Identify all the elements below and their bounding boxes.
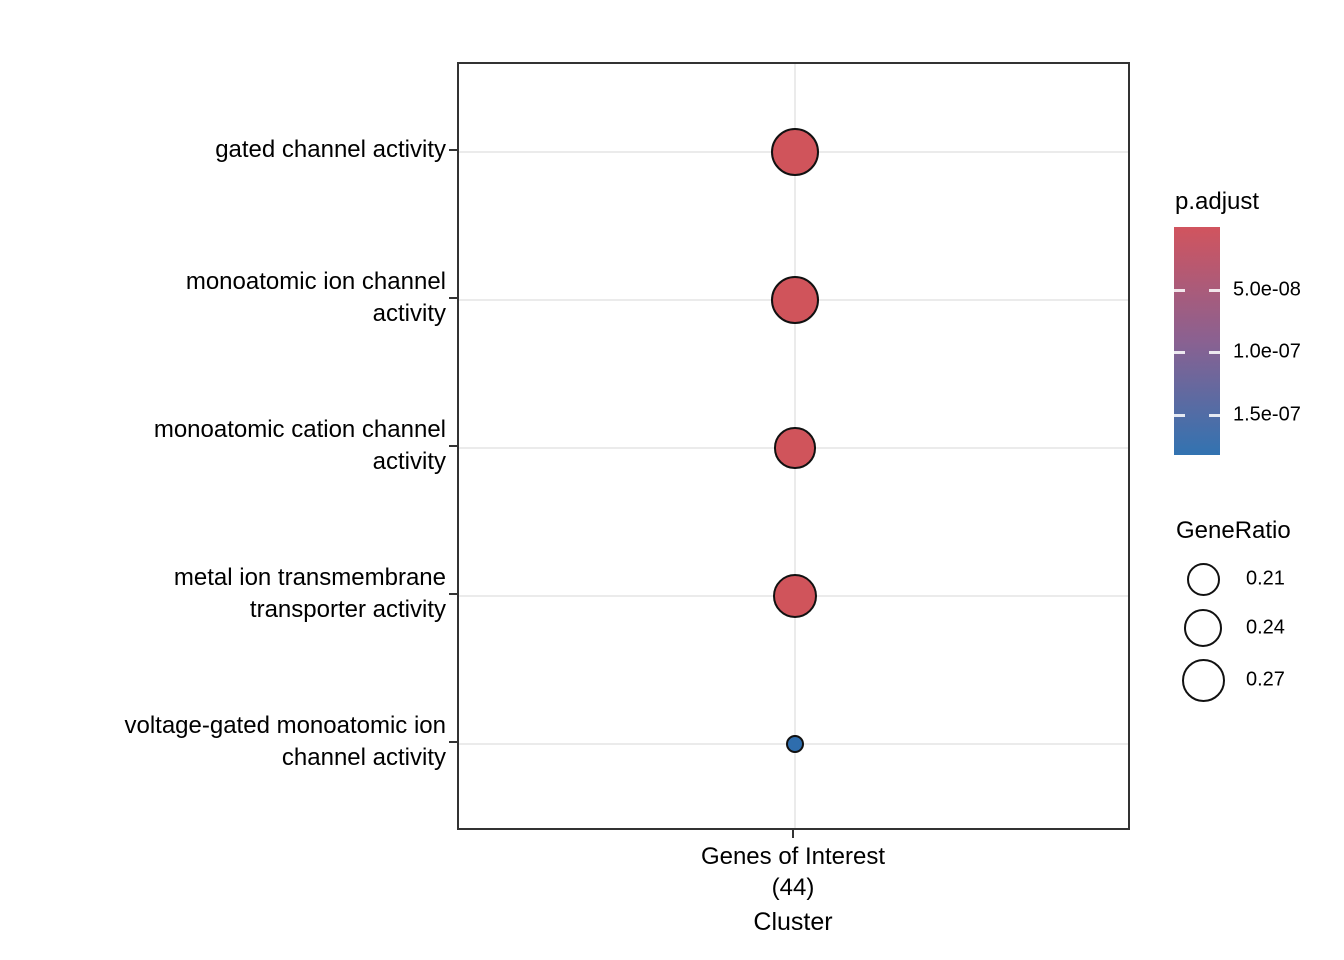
- gene-ratio-legend-circle: [1184, 609, 1222, 647]
- gene-ratio-legend-circle: [1181, 658, 1225, 702]
- colorbar-tick-label: 1.0e-07: [1233, 340, 1301, 363]
- y-axis-tick: [449, 593, 457, 595]
- colorbar-tick-mark: [1209, 289, 1220, 292]
- x-tick-label: Genes of Interest (44): [593, 841, 993, 903]
- colorbar-tick-mark: [1209, 414, 1220, 417]
- gene-ratio-legend-title: GeneRatio: [1176, 517, 1291, 544]
- x-axis-tick: [792, 830, 794, 838]
- colorbar-tick-mark: [1174, 351, 1185, 354]
- y-axis-category-label: gated channel activity: [215, 136, 446, 163]
- x-tick-line-2: (44): [771, 874, 815, 901]
- y-axis-category-label: monoatomic ion channel activity: [185, 268, 446, 327]
- gene-ratio-legend-label: 0.27: [1246, 668, 1285, 691]
- gene-ratio-legend-label: 0.21: [1246, 567, 1285, 590]
- p-adjust-colorbar: [1174, 227, 1220, 455]
- data-point: [771, 276, 819, 324]
- y-axis-category-label: metal ion transmembrane transporter acti…: [173, 564, 446, 623]
- x-tick-line-1: Genes of Interest: [700, 843, 886, 870]
- data-point: [774, 427, 816, 469]
- y-axis-category-label: monoatomic cation channel activity: [153, 416, 446, 475]
- y-axis-category-label: voltage-gated monoatomic ion channel act…: [124, 712, 446, 771]
- y-axis-tick: [449, 297, 457, 299]
- data-point: [771, 128, 819, 176]
- colorbar-tick-label: 1.5e-07: [1233, 403, 1301, 426]
- colorbar-tick-label: 5.0e-08: [1233, 278, 1301, 301]
- plot-panel: [457, 62, 1130, 830]
- data-point: [772, 573, 818, 619]
- y-axis-tick: [449, 445, 457, 447]
- colorbar-tick-mark: [1174, 289, 1185, 292]
- y-axis-tick: [449, 741, 457, 743]
- colorbar-tick-mark: [1209, 351, 1220, 354]
- x-axis-title: Cluster: [753, 908, 833, 936]
- data-point: [786, 735, 804, 753]
- gene-ratio-legend-circle: [1186, 562, 1220, 596]
- y-axis-tick: [449, 149, 457, 151]
- colorbar-tick-mark: [1174, 414, 1185, 417]
- p-adjust-legend-title: p.adjust: [1175, 188, 1260, 215]
- gene-ratio-legend-label: 0.24: [1246, 616, 1285, 639]
